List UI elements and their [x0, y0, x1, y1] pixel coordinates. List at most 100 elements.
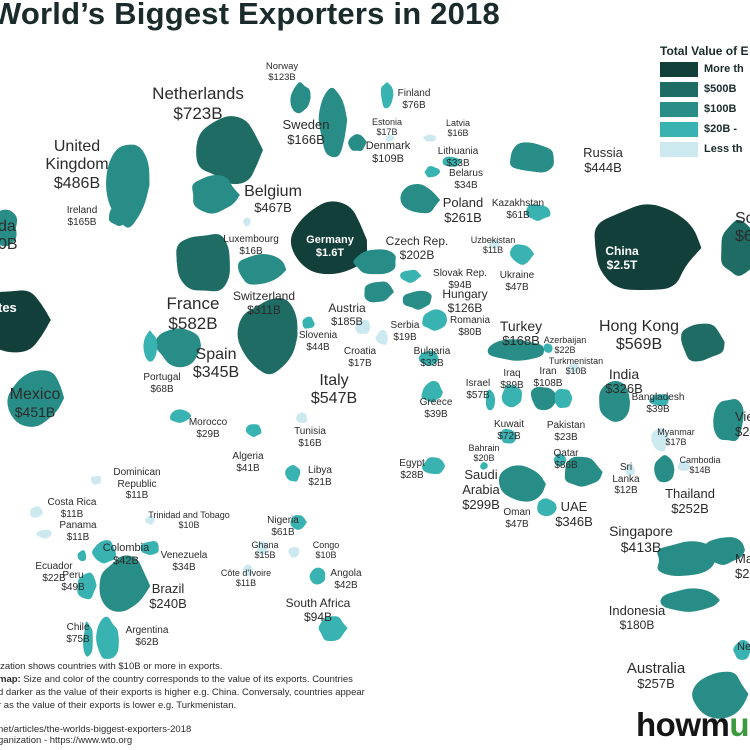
- country-shape-pakistan: [554, 388, 573, 409]
- country-label-cambodia: Cambodia $14B: [679, 455, 720, 476]
- country-name: UAE: [560, 499, 588, 514]
- country-value: $299B: [462, 496, 500, 512]
- country-name: Azerbaijan: [543, 335, 587, 345]
- legend-swatch: [660, 81, 698, 97]
- country-name: United: [53, 138, 101, 155]
- country-label-norway: Norway $123B: [265, 61, 299, 84]
- legend-item: $100B: [660, 100, 750, 118]
- country-shape-ireland: [108, 202, 129, 227]
- country-label-ecuador: Ecuador $22B: [35, 561, 72, 584]
- country-name: Vietn: [735, 409, 750, 424]
- country-shape-belgium: [192, 174, 240, 214]
- country-shape-venezuela: [140, 540, 159, 555]
- country-label-turkmenistan: Turkmenistan $10B: [549, 356, 603, 377]
- country-name: Saudi: [464, 467, 498, 482]
- country-label-argentina: Argentina $62B: [126, 625, 169, 648]
- legend-label: More th: [704, 63, 744, 75]
- country-name: Croatia: [343, 346, 377, 357]
- country-label-indonesia: Indonesia $180B: [609, 603, 665, 633]
- country-shape-romania: [422, 309, 448, 331]
- legend-label: $500B: [704, 83, 737, 95]
- country-label-morocco: Morocco $29B: [189, 417, 227, 440]
- country-value: $444B: [584, 159, 622, 175]
- country-name: Iran: [539, 366, 557, 377]
- country-value: $582B: [168, 313, 218, 333]
- country-label-croatia: Croatia $17B: [344, 346, 376, 369]
- country-shape-singapore: [657, 541, 716, 577]
- country-value: $76B: [402, 99, 426, 111]
- country-name: Sweden: [282, 117, 330, 132]
- country-name: Israel: [465, 378, 491, 389]
- country-value: $61B: [506, 209, 530, 221]
- legend-item: Less th: [660, 140, 750, 158]
- country-name: Bahrain: [468, 443, 500, 453]
- country-value: $34B: [172, 561, 196, 573]
- country-label-lithuania: Lithuania $33B: [438, 146, 479, 169]
- country-label-uk: United Kingdom $486B: [45, 138, 108, 193]
- country-value: $23B: [554, 431, 578, 443]
- country-shape-cambodia: [677, 460, 691, 471]
- country-shape-bulgaria: [418, 350, 439, 366]
- country-value: $451B: [14, 404, 56, 421]
- country-shape-angola: [309, 567, 326, 585]
- country-shape-estonia: [385, 134, 395, 142]
- country-name: Peru: [62, 570, 84, 581]
- country-label-egypt: Egypt $28B: [399, 458, 425, 481]
- country-label-skorea: Sou$60: [735, 210, 750, 247]
- country-name: Norway: [265, 61, 299, 72]
- legend-swatch: [660, 121, 698, 137]
- country-label-bahrain: Bahrain $20B: [468, 443, 499, 464]
- country-name: Netherlands: [152, 84, 244, 103]
- country-shape-argentina: [96, 616, 119, 659]
- country-value: $68B: [150, 383, 174, 395]
- country-name: Mala: [735, 551, 750, 566]
- country-label-brazil: Brazil $240B: [149, 581, 187, 612]
- country-shape-morocco: [169, 409, 192, 423]
- country-shape-norway: [290, 82, 311, 114]
- country-shape-congo: [288, 547, 300, 558]
- legend-item: $500B: [660, 80, 750, 98]
- country-name: Russia: [583, 145, 623, 160]
- country-shape-switzerland: [237, 254, 287, 285]
- country-name: Nigeria: [267, 515, 299, 526]
- country-shape-croatia: [355, 319, 371, 335]
- country-value: $11B: [60, 508, 84, 520]
- country-name: Angola: [330, 568, 362, 579]
- country-label-ghana: Ghana $15B: [251, 540, 278, 561]
- country-name: Slovak Rep.: [433, 268, 487, 279]
- country-name: Brazil: [151, 581, 185, 596]
- country-label-ukraine: Ukraine $47B: [500, 270, 534, 293]
- country-label-mexico: Mexico $451B: [10, 386, 61, 420]
- country-name: Hungary: [442, 287, 488, 301]
- country-name: Ireland: [66, 205, 98, 216]
- country-shape-malaysia: [703, 537, 745, 565]
- country-name: Colombia: [102, 542, 150, 554]
- country-value: $252B: [671, 500, 709, 516]
- country-shape-hongkong: [681, 323, 725, 362]
- country-label-canada: da 0B: [0, 218, 18, 255]
- country-shape-slovak: [400, 269, 422, 283]
- country-name: Argentina: [125, 625, 169, 636]
- country-value: $109B: [372, 152, 404, 165]
- country-name: Czech Rep.: [385, 234, 449, 248]
- country-value: $345B: [192, 364, 240, 382]
- country-shape-ghana: [256, 541, 268, 555]
- country-value: $14B: [689, 465, 711, 476]
- country-label-dominican: Dominican Republic $11B: [113, 467, 160, 502]
- country-name: Congo: [312, 540, 340, 550]
- country-value: $11B: [125, 490, 149, 501]
- country-label-china: China $2.5T: [605, 244, 638, 273]
- country-shape-myanmar: [651, 427, 670, 452]
- country-shape-azerbaijan: [543, 343, 553, 353]
- country-value: $75B: [66, 633, 90, 645]
- country-shape-bahrain: [480, 462, 488, 470]
- country-label-luxembourg: Luxembourg $16B: [223, 234, 279, 257]
- country-label-singapore: Singapore $413B: [609, 523, 673, 555]
- country-value: $1.6T: [315, 246, 345, 259]
- country-value: $10B: [315, 550, 337, 561]
- country-name: Chile: [66, 622, 90, 633]
- country-shape-italy: [237, 298, 298, 375]
- country-label-slovenia: Slovenia $44B: [299, 330, 337, 353]
